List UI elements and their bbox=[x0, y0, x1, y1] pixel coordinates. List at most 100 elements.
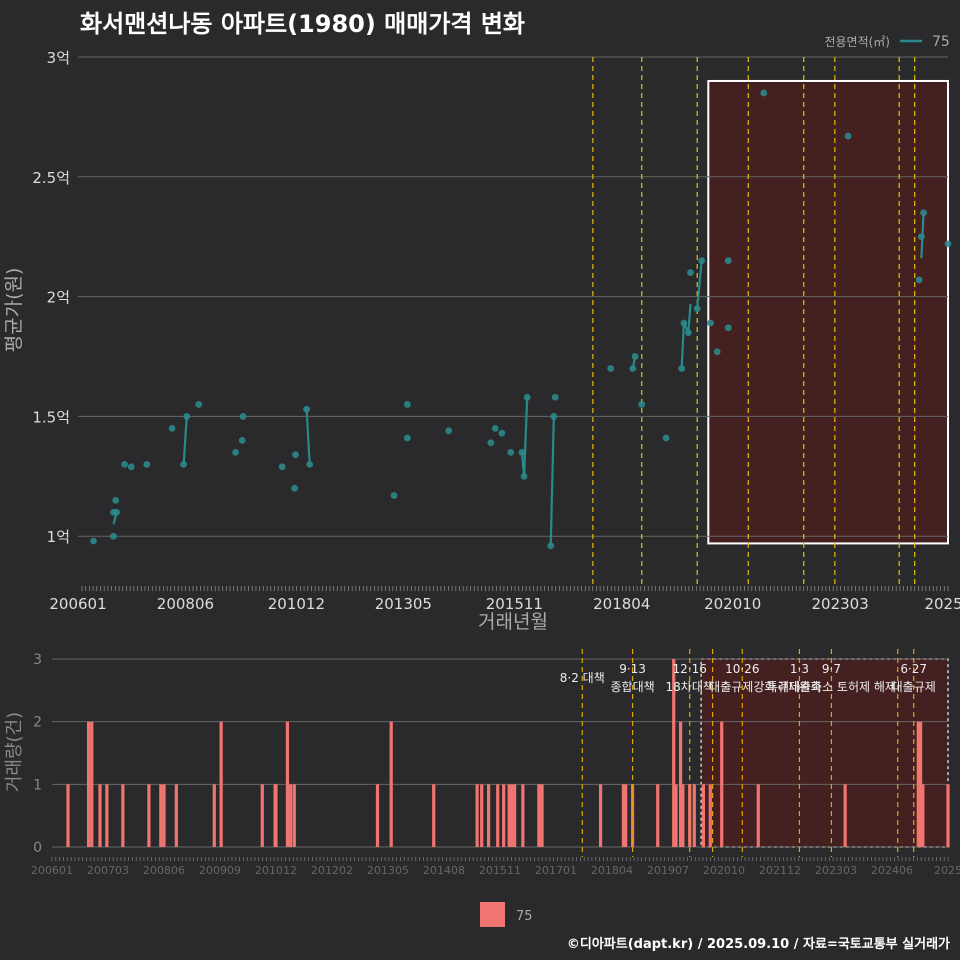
volume-bar bbox=[480, 784, 484, 847]
volume-x-tick-label: 201408 bbox=[423, 864, 465, 877]
volume-x-tick-label: 202303 bbox=[815, 864, 857, 877]
volume-x-tick-label: 201511 bbox=[479, 864, 521, 877]
price-x-tick-label: 202303 bbox=[812, 595, 869, 613]
volume-x-tick-label: 201701 bbox=[535, 864, 577, 877]
price-point bbox=[631, 353, 639, 360]
price-point bbox=[90, 537, 97, 545]
volume-bar bbox=[921, 784, 925, 847]
volume-bar bbox=[174, 784, 178, 847]
price-x-tick-label: 2025 bbox=[924, 595, 960, 613]
volume-bar bbox=[916, 721, 920, 847]
price-point bbox=[680, 319, 688, 327]
volume-legend-label: 75 bbox=[516, 909, 533, 924]
policy-annotation-date: 9·13 bbox=[619, 662, 646, 676]
price-point bbox=[724, 257, 732, 265]
price-line-segment bbox=[182, 416, 188, 465]
price-point bbox=[303, 405, 310, 413]
volume-bar bbox=[946, 784, 950, 847]
policy-annotation-date: 6·27 bbox=[900, 662, 927, 676]
volume-bar bbox=[98, 784, 102, 847]
volume-x-tick-label: 201907 bbox=[647, 864, 689, 877]
volume-bar bbox=[389, 721, 393, 847]
price-point bbox=[547, 542, 555, 550]
price-point bbox=[113, 508, 121, 516]
price-point bbox=[110, 532, 117, 540]
volume-bar bbox=[375, 784, 380, 847]
price-x-tick-label: 201305 bbox=[375, 595, 432, 613]
volume-bar bbox=[486, 784, 491, 847]
volume-bar bbox=[507, 784, 511, 847]
volume-x-tick-label: 202406 bbox=[871, 864, 913, 877]
volume-bar bbox=[66, 784, 70, 847]
price-point bbox=[507, 448, 515, 456]
price-point bbox=[487, 439, 495, 447]
price-point bbox=[278, 463, 286, 471]
price-point bbox=[239, 413, 247, 420]
price-highlight-box bbox=[707, 79, 950, 545]
volume-bar bbox=[105, 784, 109, 847]
price-point bbox=[292, 451, 299, 459]
price-point bbox=[518, 448, 526, 456]
volume-bar bbox=[274, 784, 278, 847]
price-point bbox=[920, 209, 927, 217]
price-y-tick-label: 2억 bbox=[47, 289, 70, 307]
volume-y-tick-label: 2 bbox=[33, 715, 42, 731]
volume-bar bbox=[918, 721, 923, 847]
price-point bbox=[112, 496, 120, 504]
price-point bbox=[687, 269, 694, 277]
price-point bbox=[678, 365, 686, 372]
price-x-tick-label: 202010 bbox=[704, 595, 761, 613]
volume-bar bbox=[537, 784, 541, 847]
policy-annotation-text: 18차대책 bbox=[666, 679, 714, 694]
volume-x-tick-label: 202010 bbox=[703, 864, 745, 877]
volume-bar bbox=[260, 784, 264, 847]
price-point bbox=[445, 427, 453, 435]
price-point bbox=[291, 484, 299, 492]
chart-title: 화서맨션나동 아파트(1980) 매매가격 변화 bbox=[80, 10, 525, 38]
policy-annotation-date: 9·7 bbox=[822, 662, 841, 676]
price-point bbox=[306, 460, 314, 468]
volume-bar bbox=[540, 784, 544, 847]
volume-bar bbox=[496, 784, 500, 847]
volume-bar bbox=[843, 784, 847, 847]
price-point bbox=[183, 413, 191, 420]
price-point bbox=[693, 305, 701, 312]
volume-y-tick-label: 0 bbox=[33, 840, 42, 856]
policy-annotation-text: 종합대책 bbox=[610, 679, 654, 694]
price-point bbox=[143, 460, 151, 468]
price-line-segment bbox=[549, 416, 555, 546]
legend-label: 75 bbox=[932, 34, 950, 50]
price-point bbox=[915, 276, 923, 284]
price-point bbox=[180, 460, 188, 468]
policy-annotation-date: 10·26 bbox=[725, 662, 759, 676]
price-point bbox=[684, 329, 692, 336]
legend-title: 전용면적(㎡) bbox=[824, 35, 890, 49]
volume-bar bbox=[219, 721, 223, 847]
price-x-tick-label: 201012 bbox=[268, 595, 325, 613]
volume-x-tick-label: 201202 bbox=[311, 864, 353, 877]
policy-annotation-date: 12·16 bbox=[673, 662, 707, 676]
volume-bar bbox=[672, 659, 676, 847]
price-point bbox=[523, 393, 531, 401]
price-point bbox=[550, 413, 558, 420]
volume-bar bbox=[162, 784, 166, 847]
volume-x-tick-label: 202112 bbox=[759, 864, 801, 877]
volume-bar bbox=[692, 784, 696, 847]
volume-x-tick-label: 200909 bbox=[199, 864, 241, 877]
price-x-axis-label: 거래년월 bbox=[478, 611, 548, 633]
volume-bar bbox=[756, 784, 760, 847]
policy-annotation-text: 특례대출축소 토허제 해제 bbox=[767, 680, 896, 694]
volume-x-tick-label: 2025 bbox=[934, 864, 960, 877]
volume-y-tick-label: 3 bbox=[33, 652, 42, 668]
volume-legend-swatch bbox=[480, 902, 505, 927]
price-point bbox=[844, 132, 852, 140]
price-point bbox=[121, 460, 129, 468]
price-point bbox=[917, 233, 925, 241]
volume-x-tick-label: 201305 bbox=[367, 864, 409, 877]
volume-bar bbox=[289, 784, 293, 847]
volume-x-tick-label: 200806 bbox=[143, 864, 185, 877]
footer-credit: ©디아파트(dapt.kr) / 2025.09.10 / 자료=국토교통부 실… bbox=[566, 937, 950, 952]
price-y-tick-label: 3억 bbox=[47, 49, 70, 67]
volume-bar bbox=[90, 721, 94, 847]
